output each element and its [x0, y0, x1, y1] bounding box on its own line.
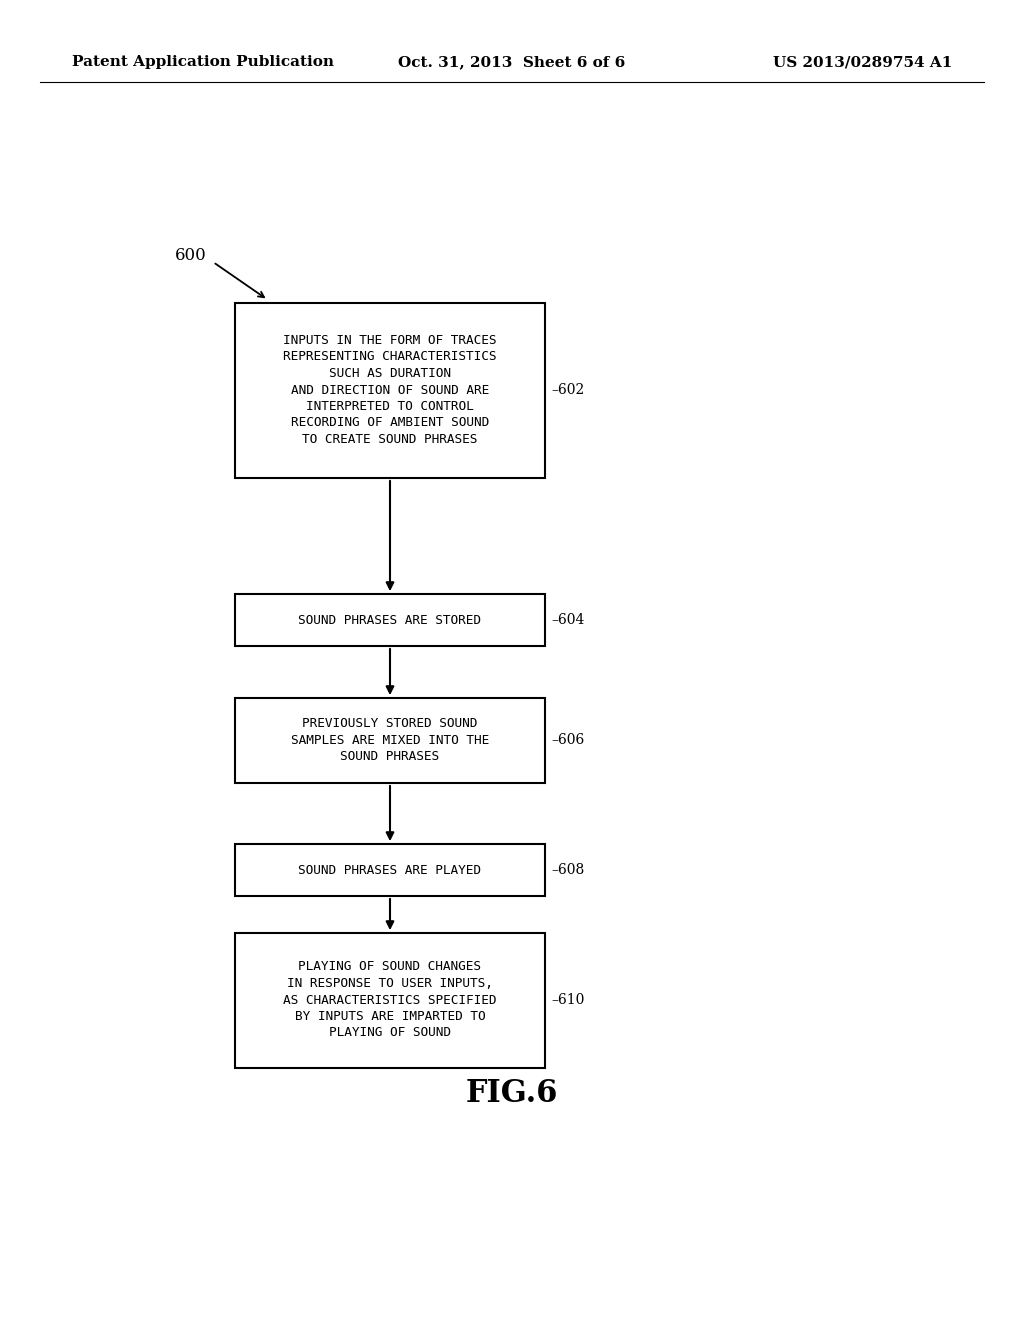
- Text: Oct. 31, 2013  Sheet 6 of 6: Oct. 31, 2013 Sheet 6 of 6: [398, 55, 626, 69]
- Bar: [234, 932, 545, 1068]
- Text: US 2013/0289754 A1: US 2013/0289754 A1: [773, 55, 952, 69]
- Bar: [234, 697, 545, 783]
- Text: –610: –610: [551, 993, 585, 1007]
- Text: 600: 600: [175, 247, 207, 264]
- Text: –602: –602: [551, 383, 585, 397]
- Text: –606: –606: [551, 733, 585, 747]
- Bar: [234, 594, 545, 645]
- Bar: [234, 302, 545, 478]
- Text: SOUND PHRASES ARE STORED: SOUND PHRASES ARE STORED: [299, 614, 481, 627]
- Text: FIG.6: FIG.6: [466, 1077, 558, 1109]
- Text: Patent Application Publication: Patent Application Publication: [72, 55, 334, 69]
- Text: INPUTS IN THE FORM OF TRACES
REPRESENTING CHARACTERISTICS
SUCH AS DURATION
AND D: INPUTS IN THE FORM OF TRACES REPRESENTIN…: [284, 334, 497, 446]
- Text: SOUND PHRASES ARE PLAYED: SOUND PHRASES ARE PLAYED: [299, 863, 481, 876]
- Bar: [234, 843, 545, 896]
- Text: –608: –608: [551, 863, 585, 876]
- Text: PREVIOUSLY STORED SOUND
SAMPLES ARE MIXED INTO THE
SOUND PHRASES: PREVIOUSLY STORED SOUND SAMPLES ARE MIXE…: [291, 717, 489, 763]
- Text: –604: –604: [551, 612, 585, 627]
- Text: PLAYING OF SOUND CHANGES
IN RESPONSE TO USER INPUTS,
AS CHARACTERISTICS SPECIFIE: PLAYING OF SOUND CHANGES IN RESPONSE TO …: [284, 961, 497, 1040]
